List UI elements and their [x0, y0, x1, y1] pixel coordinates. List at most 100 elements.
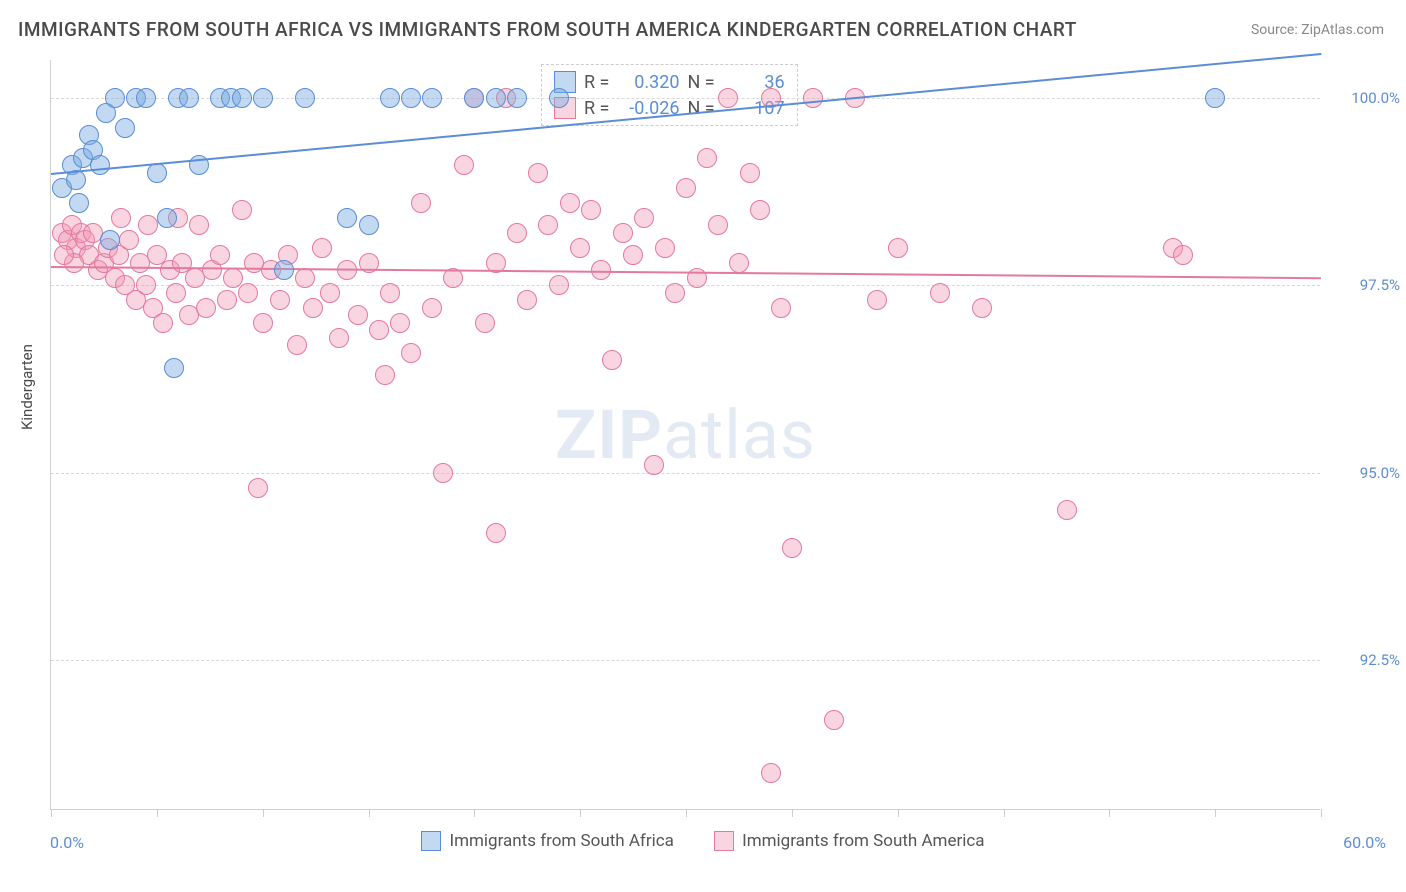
series-b-point — [549, 275, 569, 295]
series-b-point — [528, 163, 548, 183]
series-b-point — [570, 238, 590, 258]
series-b-point — [740, 163, 760, 183]
series-b-point — [1057, 500, 1077, 520]
series-b-point — [972, 298, 992, 318]
series-b-point — [486, 523, 506, 543]
series-a-point — [549, 88, 569, 108]
series-a-point — [486, 88, 506, 108]
series-b-point — [718, 88, 738, 108]
series-a-point — [105, 88, 125, 108]
y-tick-label: 97.5% — [1360, 276, 1400, 294]
series-a-point — [401, 88, 421, 108]
series-b-point — [676, 178, 696, 198]
series-b-point — [560, 193, 580, 213]
x-tick — [1215, 809, 1216, 817]
series-b-point — [369, 320, 389, 340]
y-tick-label: 100.0% — [1351, 89, 1400, 107]
series-a-point — [69, 193, 89, 213]
series-b-point — [634, 208, 654, 228]
series-b-point — [348, 305, 368, 325]
y-tick-label: 92.5% — [1360, 651, 1400, 669]
x-tick — [51, 809, 52, 817]
series-a-point — [464, 88, 484, 108]
x-tick — [898, 809, 899, 817]
y-tick-label: 95.0% — [1360, 464, 1400, 482]
legend-item-a: Immigrants from South Africa — [421, 831, 673, 851]
series-b-point — [771, 298, 791, 318]
series-b-point — [687, 268, 707, 288]
series-b-point — [697, 148, 717, 168]
series-b-point — [119, 230, 139, 250]
series-b-point — [54, 245, 74, 265]
series-b-point — [750, 200, 770, 220]
series-b-point — [238, 283, 258, 303]
series-b-point — [270, 290, 290, 310]
series-b-point — [253, 313, 273, 333]
series-b-point — [217, 290, 237, 310]
x-tick — [1004, 809, 1005, 817]
series-b-point — [111, 208, 131, 228]
series-b-point — [303, 298, 323, 318]
x-tick — [474, 809, 475, 817]
series-a-point — [359, 215, 379, 235]
series-b-point — [411, 193, 431, 213]
gridline — [51, 660, 1320, 661]
series-a-point — [136, 88, 156, 108]
series-a-point — [157, 208, 177, 228]
series-legend: Immigrants from South Africa Immigrants … — [0, 831, 1406, 856]
legend-item-b: Immigrants from South America — [714, 831, 984, 851]
series-b-point — [375, 365, 395, 385]
x-tick — [157, 809, 158, 817]
series-b-point — [153, 313, 173, 333]
series-b-point — [422, 298, 442, 318]
series-a-point — [253, 88, 273, 108]
x-tick — [686, 809, 687, 817]
series-a-point — [115, 118, 135, 138]
series-b-point — [232, 200, 252, 220]
series-a-point — [295, 88, 315, 108]
series-b-point — [644, 455, 664, 475]
series-b-point — [136, 275, 156, 295]
series-b-point — [380, 283, 400, 303]
swatch-a-icon — [421, 831, 441, 851]
series-b-point — [329, 328, 349, 348]
series-a-point — [179, 88, 199, 108]
series-b-point — [665, 283, 685, 303]
series-a-point — [90, 155, 110, 175]
source-label: Source: ZipAtlas.com — [1251, 22, 1384, 38]
series-b-point — [189, 215, 209, 235]
series-b-point — [623, 245, 643, 265]
series-b-point — [287, 335, 307, 355]
series-b-point — [248, 478, 268, 498]
x-tick — [580, 809, 581, 817]
plot-area: ZIPatlas R = 0.320 N = 36 R = -0.026 N =… — [50, 60, 1320, 810]
chart-title: IMMIGRANTS FROM SOUTH AFRICA VS IMMIGRAN… — [18, 18, 1077, 41]
x-tick — [369, 809, 370, 817]
series-a-point — [274, 260, 294, 280]
series-a-point — [164, 358, 184, 378]
series-b-point — [210, 245, 230, 265]
series-b-point — [433, 463, 453, 483]
series-b-point — [888, 238, 908, 258]
series-a-point — [100, 230, 120, 250]
n-label: N = — [687, 72, 714, 93]
legend-row-a: R = 0.320 N = 36 — [554, 69, 785, 95]
series-b-point — [320, 283, 340, 303]
legend-label-a: Immigrants from South Africa — [449, 831, 673, 851]
series-b-point — [295, 268, 315, 288]
series-b-point — [602, 350, 622, 370]
series-a-point — [232, 88, 252, 108]
x-tick — [792, 809, 793, 817]
series-b-point — [824, 710, 844, 730]
x-tick — [263, 809, 264, 817]
series-b-point — [655, 238, 675, 258]
watermark: ZIPatlas — [555, 395, 816, 475]
series-b-point — [454, 155, 474, 175]
series-b-point — [803, 88, 823, 108]
series-b-point — [166, 283, 186, 303]
watermark-rest: atlas — [663, 395, 816, 475]
series-b-point — [475, 313, 495, 333]
gridline — [51, 473, 1320, 474]
x-tick — [1321, 809, 1322, 817]
series-b-point — [761, 763, 781, 783]
